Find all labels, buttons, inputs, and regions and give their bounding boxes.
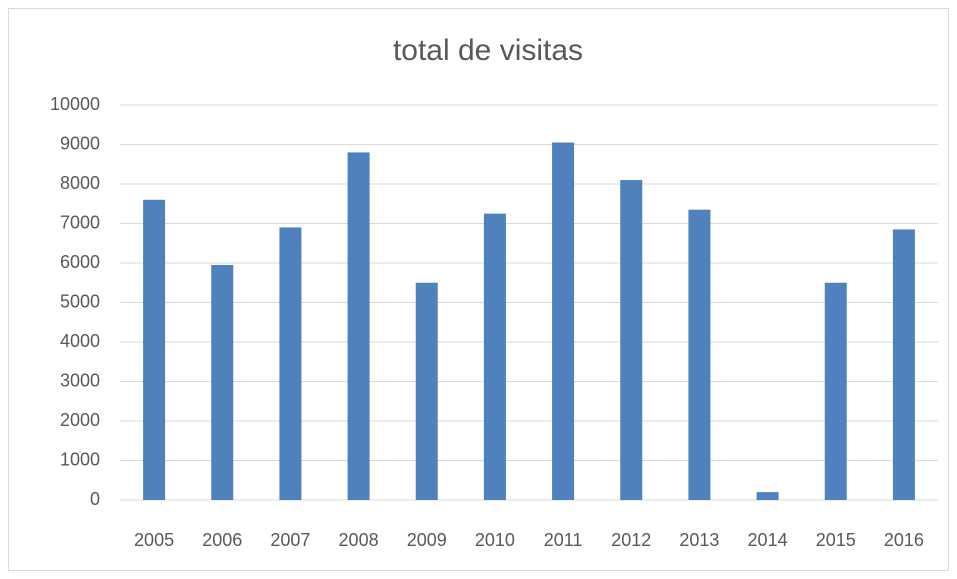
bar: [279, 227, 302, 500]
chart-title: total de visitas: [393, 34, 583, 67]
x-tick-label: 2014: [748, 530, 788, 550]
bar: [620, 180, 643, 501]
y-tick-label: 6000: [60, 252, 100, 272]
chart-frame: [8, 8, 949, 571]
y-tick-label: 9000: [60, 133, 100, 153]
y-tick-label: 2000: [60, 410, 100, 430]
bar: [688, 209, 711, 501]
y-tick-label: 4000: [60, 331, 100, 351]
x-tick-label: 2010: [475, 530, 515, 550]
y-tick-label: 0: [90, 489, 100, 509]
y-tick-label: 8000: [60, 173, 100, 193]
bar: [415, 282, 438, 500]
bar: [756, 492, 779, 500]
x-tick-label: 2007: [270, 530, 310, 550]
x-tick-label: 2009: [407, 530, 447, 550]
x-tick-label: 2012: [611, 530, 651, 550]
bar: [347, 152, 370, 500]
y-tick-label: 7000: [60, 212, 100, 232]
bar: [892, 229, 915, 501]
bar: [824, 282, 847, 500]
x-tick-label: 2013: [679, 530, 719, 550]
bar: [143, 199, 166, 501]
y-tick-label: 3000: [60, 370, 100, 390]
x-tick-label: 2005: [134, 530, 174, 550]
x-tick-label: 2006: [202, 530, 242, 550]
y-tick-label: 1000: [60, 449, 100, 469]
x-tick-label: 2016: [884, 530, 924, 550]
bar: [211, 264, 234, 500]
x-tick-label: 2011: [544, 530, 583, 550]
x-tick-label: 2015: [816, 530, 856, 550]
bar: [483, 213, 506, 500]
y-tick-label: 5000: [60, 291, 100, 311]
bar: [552, 142, 575, 500]
y-tick-label: 10000: [50, 94, 100, 114]
x-tick-label: 2008: [339, 530, 379, 550]
